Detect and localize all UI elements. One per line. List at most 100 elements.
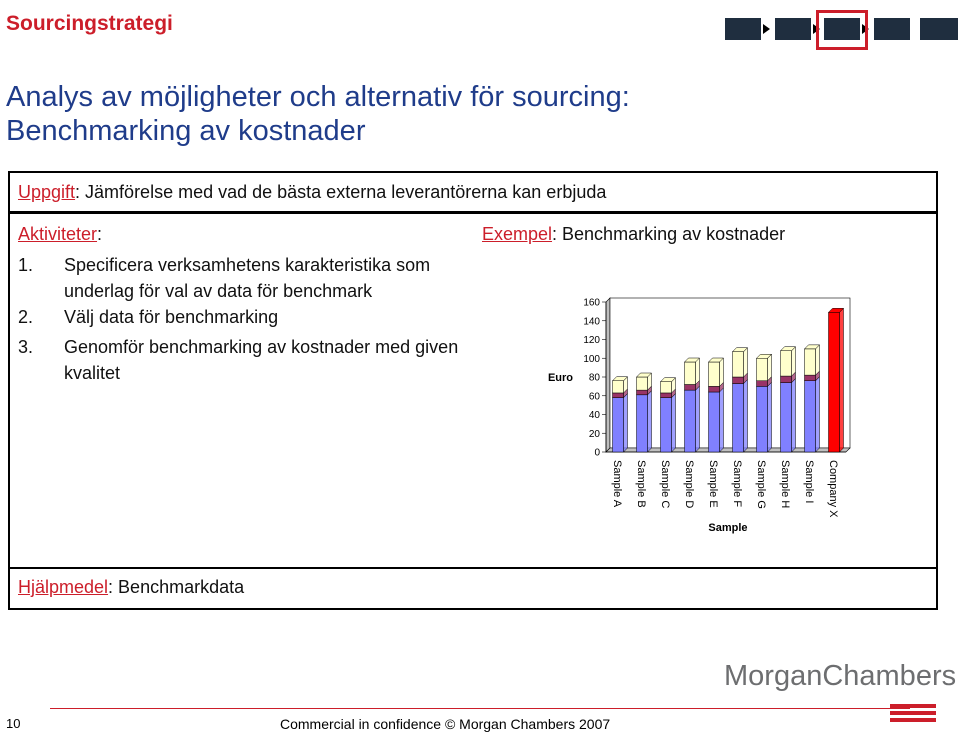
bar-segment (660, 392, 672, 398)
x-tick-label: Sample C (659, 460, 671, 508)
bar-side (815, 344, 820, 376)
main-title: Analys av möjligheter och alternativ för… (6, 80, 630, 148)
task-line: Uppgift: Jämförelse med vad de bästa ext… (18, 182, 606, 203)
bar-segment (804, 348, 816, 376)
bar-top (731, 347, 749, 352)
process-current-step-highlight (816, 10, 868, 50)
bar-top (659, 377, 677, 382)
bar-side (791, 346, 796, 377)
bar-top (803, 344, 821, 350)
y-tick-label: 0 (594, 448, 600, 459)
bar-side (671, 393, 676, 453)
bar-segment (804, 380, 816, 453)
bar-top (635, 372, 653, 378)
process-step-3 (824, 18, 860, 40)
x-tick-label: Sample I (803, 460, 815, 503)
y-tick-label: 100 (583, 354, 600, 365)
bar-segment (756, 380, 768, 387)
bar-segment (636, 389, 648, 396)
bar-segment (660, 381, 672, 394)
bar-side (767, 353, 772, 382)
activities-label: Aktiviteter (18, 224, 98, 244)
y-tick-label: 80 (589, 373, 601, 384)
bar-top (827, 308, 845, 313)
bar-side (767, 381, 772, 453)
process-step-5 (920, 18, 958, 40)
x-tick-label: Sample B (635, 460, 647, 508)
x-tick-label: Sample A (611, 460, 623, 508)
activity-number: 3. (18, 337, 34, 357)
bar-top (707, 357, 725, 363)
x-tick-label: Sample H (779, 460, 791, 508)
footer-divider (50, 708, 910, 709)
task-label: Uppgift (18, 182, 76, 202)
main-title-line-2: Benchmarking av kostnader (6, 115, 366, 147)
x-tick-label: Company X (827, 460, 839, 518)
body-box: Aktiviteter: 1. Specificera verksamheten… (8, 212, 938, 569)
chart-side-wall (605, 297, 611, 453)
page-number: 10 (6, 716, 21, 731)
process-step-1 (725, 18, 761, 40)
logo-bar (890, 711, 936, 715)
bar-segment (612, 392, 624, 398)
activity-number: 2. (18, 307, 34, 327)
activities-heading: Aktiviteter: (18, 224, 102, 245)
example-text: : Benchmarking av kostnader (552, 224, 786, 244)
main-title-line-1: Analys av möjligheter och alternativ för… (6, 81, 630, 113)
bar-segment (732, 376, 744, 384)
bar-segment (708, 386, 720, 393)
bar-side (719, 357, 724, 387)
bar-side (695, 385, 700, 453)
bar-segment (756, 358, 768, 381)
task-text: : Jämförelse med vad de bästa externa le… (75, 182, 607, 202)
bar-side (791, 378, 796, 453)
bar-segment (636, 394, 648, 453)
bar-segment (708, 361, 720, 387)
process-step-4 (874, 18, 910, 40)
x-tick-label: Sample G (755, 460, 767, 509)
bar-segment (780, 375, 792, 383)
bar-segment (684, 389, 696, 453)
bar-side (719, 387, 724, 453)
bar-segment (684, 361, 696, 385)
logo-bar (890, 704, 936, 708)
activity-text: Specificera verksamhetens karakteristika… (64, 255, 431, 301)
example-heading: Exempel: Benchmarking av kostnader (482, 224, 785, 245)
bar-side (695, 357, 700, 386)
help-line: Hjälpmedel: Benchmarkdata (18, 577, 244, 598)
bar-segment (780, 382, 792, 453)
y-tick-label: 20 (589, 429, 601, 440)
bar-top (779, 346, 797, 351)
x-tick-label: Sample E (707, 460, 719, 508)
bar-side (743, 378, 748, 453)
logo-bar (890, 718, 936, 722)
process-arrow-1 (763, 24, 770, 34)
activity-number: 1. (18, 255, 34, 275)
bar-top (611, 376, 629, 381)
bar-segment (828, 312, 840, 453)
activity-text: Genomför benchmarking av kostnader med g… (64, 337, 459, 383)
bar-side (815, 376, 820, 453)
bar-segment (804, 374, 816, 381)
bar-top (683, 357, 701, 363)
process-step-2 (775, 18, 811, 40)
bar-segment (684, 384, 696, 391)
footer-text: Commercial in confidence © Morgan Chambe… (280, 716, 611, 732)
bar-segment (636, 376, 648, 391)
bar-segment (732, 351, 744, 378)
y-tick-label: 120 (583, 335, 600, 346)
x-tick-label: Sample D (683, 460, 695, 508)
y-tick-label: 40 (589, 410, 601, 421)
bar-side (623, 393, 628, 453)
y-tick-label: 140 (583, 316, 600, 327)
bar-segment (660, 397, 672, 453)
morgan-chambers-logo: MorganChambers (724, 660, 956, 722)
bar-side (839, 307, 844, 453)
help-text: : Benchmarkdata (108, 577, 245, 597)
activities-colon: : (97, 224, 103, 244)
bar-segment (708, 391, 720, 453)
bar-side (647, 390, 652, 453)
x-tick-label: Sample F (731, 460, 743, 507)
example-label: Exempel (482, 224, 553, 244)
